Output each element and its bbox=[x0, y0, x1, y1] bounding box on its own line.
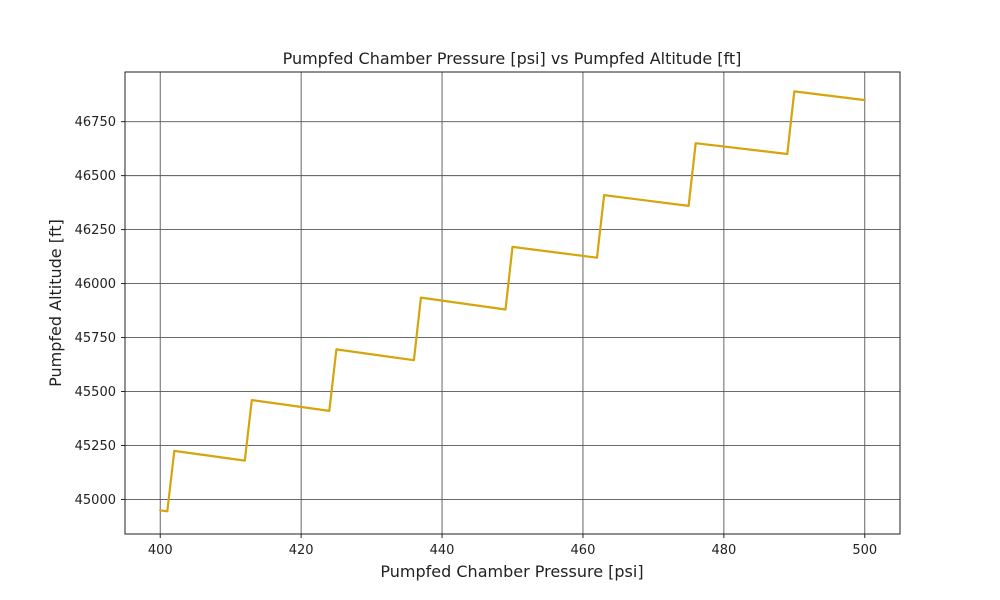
plot-frame bbox=[124, 71, 901, 535]
x-tick-label: 460 bbox=[571, 543, 596, 558]
x-tick-label: 500 bbox=[852, 543, 877, 558]
y-tick-label: 45750 bbox=[75, 331, 116, 346]
y-tick-label: 45500 bbox=[75, 385, 116, 400]
chart-title: Pumpfed Chamber Pressure [psi] vs Pumpfe… bbox=[283, 49, 742, 68]
y-tick-label: 46000 bbox=[75, 277, 116, 292]
x-tick-label: 440 bbox=[430, 543, 455, 558]
x-tick-label: 420 bbox=[289, 543, 314, 558]
y-tick-label: 46750 bbox=[75, 115, 116, 130]
ticks: 400 420 440 460 480 500 45000 45250 45500 45750 46… bbox=[75, 115, 878, 558]
series-layer bbox=[159, 90, 866, 513]
x-axis-label: Pumpfed Chamber Pressure [psi] bbox=[380, 562, 643, 581]
y-tick-label: 45000 bbox=[75, 493, 116, 508]
y-tick-label: 46250 bbox=[75, 223, 116, 238]
x-tick-label: 480 bbox=[711, 543, 736, 558]
x-tick-label: 400 bbox=[148, 543, 173, 558]
y-axis-label: Pumpfed Altitude [ft] bbox=[46, 219, 65, 387]
y-tick-label: 45250 bbox=[75, 439, 116, 454]
y-tick-label: 46500 bbox=[75, 169, 116, 184]
series-line bbox=[159, 90, 866, 513]
grid bbox=[125, 72, 900, 534]
